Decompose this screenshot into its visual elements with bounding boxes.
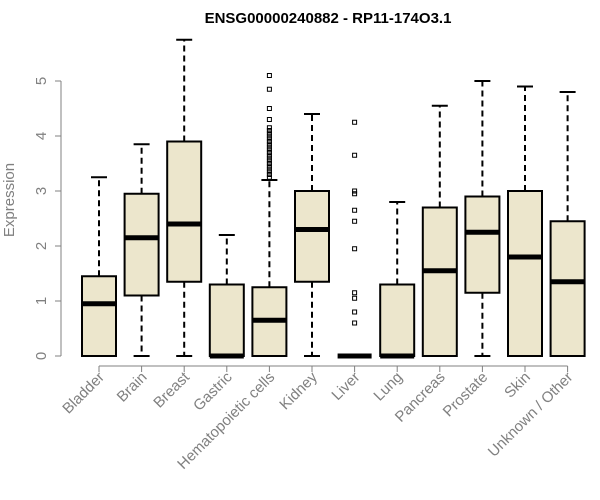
outlier-point (266, 139, 272, 144)
outlier-point (266, 158, 272, 164)
y-tick-label: 1 (33, 297, 50, 305)
plot-area (81, 38, 586, 359)
outlier-point (266, 166, 272, 172)
outlier-point (266, 125, 272, 131)
outlier-point (266, 147, 272, 153)
outlier-point (266, 133, 272, 139)
box (507, 190, 543, 357)
outlier-point (352, 246, 358, 252)
x-tick-label: Lung (370, 369, 406, 405)
box-group (464, 80, 501, 357)
outlier-point (352, 188, 358, 194)
outlier-point (352, 295, 358, 301)
outlier-point (352, 309, 358, 315)
x-tick-label: Bladder (59, 369, 108, 418)
outlier-point (266, 172, 272, 177)
box-group (294, 113, 330, 357)
box-group (421, 104, 458, 357)
box-group (123, 143, 160, 357)
box (379, 283, 416, 357)
outlier-point (352, 207, 358, 213)
outlier-point (266, 169, 272, 175)
box (549, 220, 586, 357)
outlier-point (266, 141, 272, 147)
outlier-point (352, 119, 358, 125)
x-tick-label: Kidney (276, 368, 321, 413)
box-group (507, 85, 543, 357)
box (166, 140, 203, 283)
outlier-point (266, 86, 272, 92)
x-tick-label: Breast (150, 368, 193, 411)
box-group (208, 234, 245, 359)
y-axis-label: Expression (1, 163, 18, 237)
y-tick-label: 2 (33, 242, 50, 250)
outlier-point (266, 106, 272, 111)
x-tick-label: Brain (114, 369, 151, 406)
outlier-point (266, 130, 272, 136)
box (294, 190, 330, 283)
box (81, 275, 117, 357)
outlier-point (266, 163, 272, 169)
outlier-point (266, 128, 272, 133)
box-group (251, 73, 288, 357)
outlier-point (266, 136, 272, 142)
box (208, 283, 245, 357)
y-tick-label: 5 (33, 77, 50, 85)
x-tick-label: Prostate (440, 369, 492, 421)
outlier-point (266, 144, 272, 150)
box-group (81, 176, 117, 357)
outlier-point (266, 174, 272, 180)
outlier-point (352, 191, 358, 197)
outlier-point (266, 152, 272, 158)
box (421, 206, 458, 357)
box (123, 192, 160, 297)
box-group (379, 201, 416, 359)
y-tick-label: 3 (33, 187, 50, 195)
box-group (166, 38, 203, 357)
outlier-point (352, 290, 358, 296)
y-tick-label: 0 (33, 352, 50, 360)
outlier-point (352, 152, 358, 158)
y-axis: 0 1 2 3 4 5 (33, 77, 62, 360)
outlier-point (266, 155, 272, 161)
box-group (337, 119, 372, 359)
outlier-point (352, 218, 358, 224)
outlier-point (266, 117, 272, 122)
outlier-point (352, 320, 358, 326)
x-tick-label: Skin (501, 369, 534, 402)
y-tick-label: 4 (33, 132, 50, 140)
x-tick-label: Liver (328, 369, 363, 404)
outlier-point (266, 150, 272, 155)
outlier-point (266, 161, 272, 166)
box-group (549, 91, 586, 357)
chart-title: ENSG00000240882 - RP11-174O3.1 (205, 10, 452, 27)
outlier-point (266, 73, 272, 78)
box (464, 195, 501, 294)
